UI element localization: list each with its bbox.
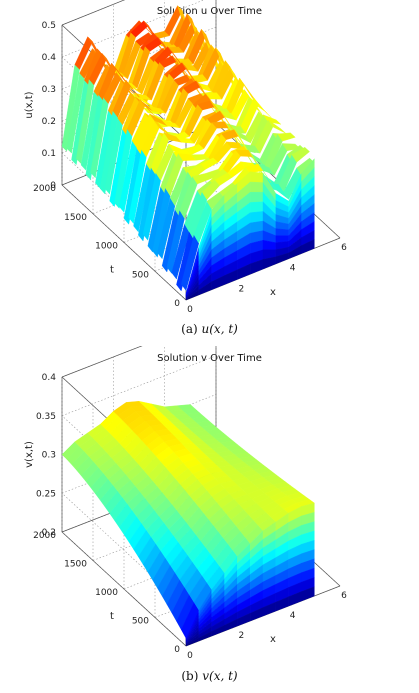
- x-tick-label: 4: [290, 611, 296, 621]
- surface-patch: [277, 132, 296, 142]
- z-tick-label: 0.5: [42, 21, 56, 31]
- surface-patch: [262, 114, 282, 125]
- z-tick-label: 0.2: [42, 117, 56, 127]
- z-tick-label: 0.4: [42, 53, 57, 63]
- surface-plot-v: 0.2 0.25 0.3 0.35 0.4 0 500 1000 1500 2000 0 2 4 6 v(x…: [24, 346, 347, 661]
- t-tick-label: 0: [174, 299, 180, 309]
- z-axis-label: v(x,t): [24, 441, 35, 468]
- surface-patch: [253, 97, 272, 118]
- surface-patch: [291, 146, 310, 163]
- x-tick-label: 4: [290, 264, 296, 274]
- surface-front-face: [275, 228, 289, 236]
- box-edge: [61, 0, 126, 26]
- t-axis-label: t: [110, 611, 114, 622]
- box-edge: [61, 346, 143, 378]
- z-tick-label: 0.1: [42, 149, 56, 159]
- box-edge: [61, 531, 187, 647]
- x-tick-label: 0: [187, 651, 193, 661]
- surface-front-face: [301, 239, 315, 254]
- chart-title-a: Solution u Over Time: [156, 6, 263, 17]
- x-tick-label: 6: [341, 243, 347, 253]
- x-tick-label: 0: [187, 305, 193, 315]
- x-tick-label: 2: [238, 631, 244, 641]
- z-tick-label: 0.35: [36, 412, 56, 422]
- caption-a: (a) u(x, t): [0, 322, 419, 336]
- box-edge: [61, 184, 187, 301]
- caption-b-math: v(x, t): [202, 669, 238, 683]
- tick-labels: 0.2 0.25 0.3 0.35 0.4 0 500 1000 1500 2000 0 2 4 6 v(x…: [24, 373, 347, 661]
- z-tick-label: 0.25: [36, 489, 56, 499]
- z-tick-label: 0: [50, 181, 56, 191]
- surface-front-face: [301, 586, 315, 602]
- t-tick-label: 0: [174, 645, 180, 655]
- t-axis-label: t: [110, 265, 114, 276]
- z-tick-label: 0.3: [42, 85, 56, 95]
- caption-a-math: u(x, t): [201, 322, 238, 336]
- z-tick-label: 0.4: [42, 373, 57, 383]
- z-axis-label: u(x,t): [24, 91, 35, 118]
- wall-gridline-z: [61, 355, 217, 417]
- t-tick-label: 500: [132, 270, 149, 280]
- t-tick-label: 2000: [33, 184, 56, 194]
- tick-labels: 00.10.20.30.40.505001000150020000246u(x,…: [24, 21, 347, 315]
- surface-front-face: [249, 201, 264, 213]
- x-tick-label: 2: [238, 284, 244, 294]
- x-tick-label: 6: [341, 591, 347, 601]
- wall-gridline-z: [61, 346, 143, 378]
- t-tick-label: 1500: [64, 213, 87, 223]
- surface: [61, 5, 315, 301]
- figure-panel-a: Solution u Over Time 0 0.1 0.2 0.3 0.4 0.5 0 50…: [0, 0, 419, 346]
- t-tick-label: 500: [132, 617, 149, 627]
- figure-panel-b: Solution v Over Time 0.2 0.25 0.3 0.35 0.4 0 5…: [0, 346, 419, 693]
- t-tick-label: 1000: [95, 588, 118, 598]
- surface-front-face: [249, 191, 264, 203]
- x-axis-label: x: [270, 287, 276, 298]
- caption-a-label: (a): [181, 322, 198, 336]
- surface-front-face: [249, 171, 264, 183]
- surface-front-face: [249, 181, 264, 193]
- surface-plot-u: 00.10.20.30.40.505001000150020000246u(x,…: [24, 0, 347, 315]
- t-tick-label: 1500: [64, 560, 87, 570]
- t-tick-label: 2000: [33, 531, 56, 541]
- caption-b-label: (b): [181, 669, 199, 683]
- caption-b: (b) v(x, t): [0, 669, 419, 683]
- x-axis-label: x: [270, 634, 276, 645]
- surface: [61, 400, 315, 647]
- z-tick-label: 0.3: [42, 451, 56, 461]
- t-tick-label: 1000: [95, 242, 118, 252]
- z-tick-label: 0.2: [42, 528, 56, 538]
